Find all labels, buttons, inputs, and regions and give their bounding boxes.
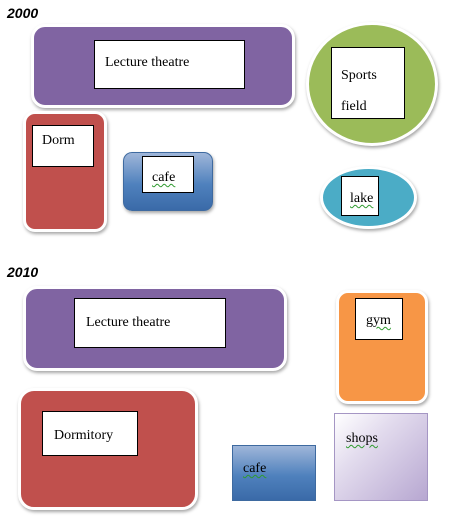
year-2010-label: 2010 (7, 264, 39, 280)
lake-2000-label: lake (341, 176, 379, 216)
lecture-theatre-2000-label: Lecture theatre (94, 40, 245, 89)
cafe-2010-block (232, 445, 316, 501)
year-2000-label: 2000 (7, 5, 39, 21)
dormitory-2010-label: Dormitory (42, 411, 138, 456)
lecture-theatre-2000-block (31, 24, 295, 108)
lecture-theatre-2010-label: Lecture theatre (74, 298, 226, 348)
shops-2010-label: shops (346, 431, 378, 446)
shops-2010-block (334, 413, 428, 501)
cafe-2000-label: cafe (142, 156, 194, 193)
sports-field-2000-label: Sports field (331, 47, 405, 119)
gym-2010-label: gym (355, 298, 403, 340)
cafe-2010-label: cafe (243, 461, 267, 476)
dorm-2000-label: Dorm (32, 125, 94, 167)
